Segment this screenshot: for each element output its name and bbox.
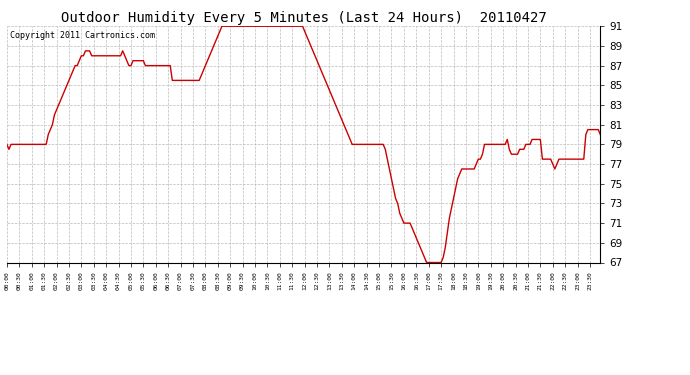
Title: Outdoor Humidity Every 5 Minutes (Last 24 Hours)  20110427: Outdoor Humidity Every 5 Minutes (Last 2… bbox=[61, 11, 546, 25]
Text: Copyright 2011 Cartronics.com: Copyright 2011 Cartronics.com bbox=[10, 31, 155, 40]
